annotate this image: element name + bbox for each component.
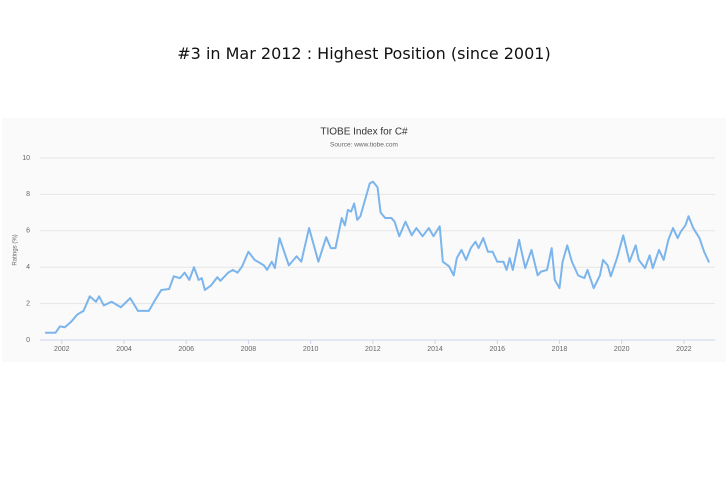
y-axis-label: Ratings (%)	[13, 234, 19, 265]
y-tick-label: 0	[26, 337, 30, 344]
y-tick-label: 8	[26, 191, 30, 198]
chart-panel	[2, 118, 726, 362]
x-tick-label: 2006	[178, 346, 194, 353]
x-tick-label: 2004	[116, 346, 132, 353]
x-tick-label: 2010	[303, 346, 319, 353]
line-series	[44, 180, 710, 334]
y-tick-label: 4	[26, 264, 30, 271]
chart-subtitle: Source: www.tiobe.com	[330, 142, 398, 149]
heading: #3 in Mar 2012 : Highest Position (since…	[177, 44, 551, 63]
x-tick-label: 2020	[614, 346, 630, 353]
x-tick-label: 2008	[241, 346, 257, 353]
chart-title: TIOBE Index for C#	[320, 127, 408, 138]
x-tick-label: 2016	[489, 346, 505, 353]
y-tick-label: 6	[26, 228, 30, 235]
x-tick-label: 2018	[552, 346, 568, 353]
x-tick-label: 2002	[54, 346, 70, 353]
x-tick-label: 2012	[365, 346, 381, 353]
x-tick-label: 2014	[427, 346, 443, 353]
x-tick-label: 2022	[676, 346, 692, 353]
y-tick-label: 2	[26, 300, 30, 307]
y-tick-label: 10	[22, 155, 30, 162]
